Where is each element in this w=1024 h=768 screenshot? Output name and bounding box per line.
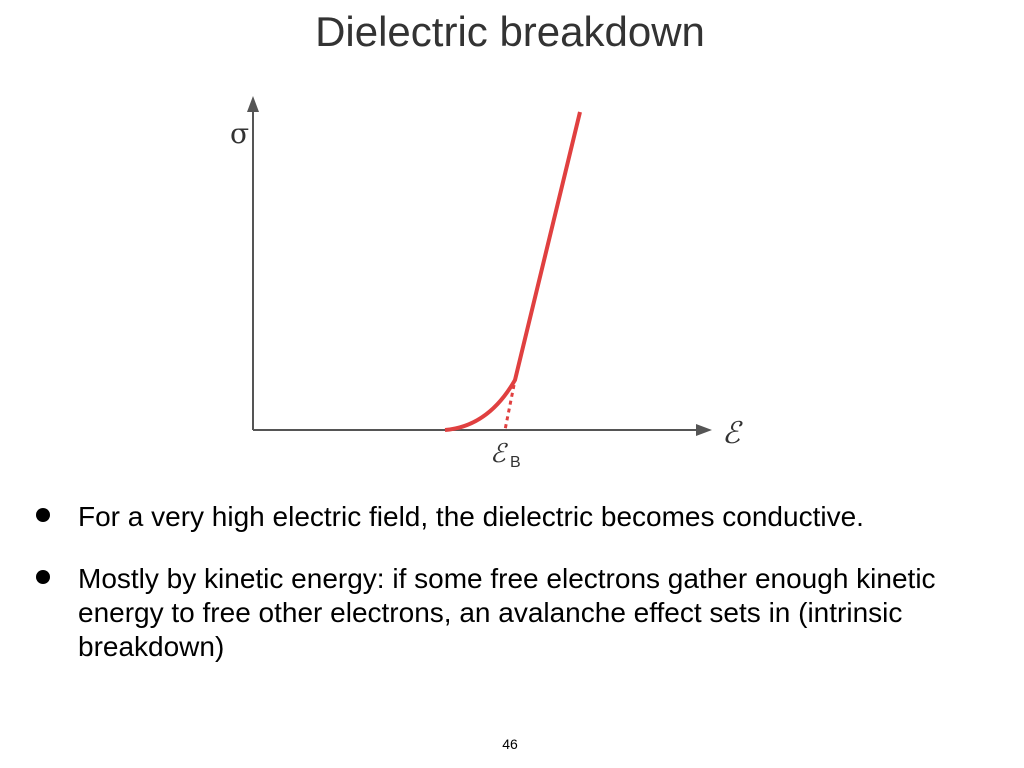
y-arrow bbox=[247, 96, 259, 112]
marker-label: ℰ bbox=[490, 439, 508, 469]
slide-title: Dielectric breakdown bbox=[315, 8, 705, 55]
bullet: For a very high electric field, the diel… bbox=[0, 500, 1003, 534]
page-number: 46 bbox=[502, 736, 518, 752]
bullet: Mostly by kinetic energy: if some free e… bbox=[0, 562, 1003, 664]
marker-subscript: B bbox=[510, 454, 521, 471]
curve bbox=[444, 111, 582, 432]
x-label: ℰ bbox=[722, 416, 743, 451]
bullet-dot bbox=[36, 508, 50, 522]
figure: σ ℰ ℰ B bbox=[230, 96, 743, 471]
bullet-list: For a very high electric field, the diel… bbox=[0, 500, 1024, 684]
bullet-text: For a very high electric field, the diel… bbox=[78, 501, 864, 532]
x-arrow bbox=[696, 424, 712, 436]
y-label: σ bbox=[230, 117, 249, 150]
bullet-text: Mostly by kinetic energy: if some free e… bbox=[78, 563, 936, 662]
bullet-dot bbox=[36, 570, 50, 584]
